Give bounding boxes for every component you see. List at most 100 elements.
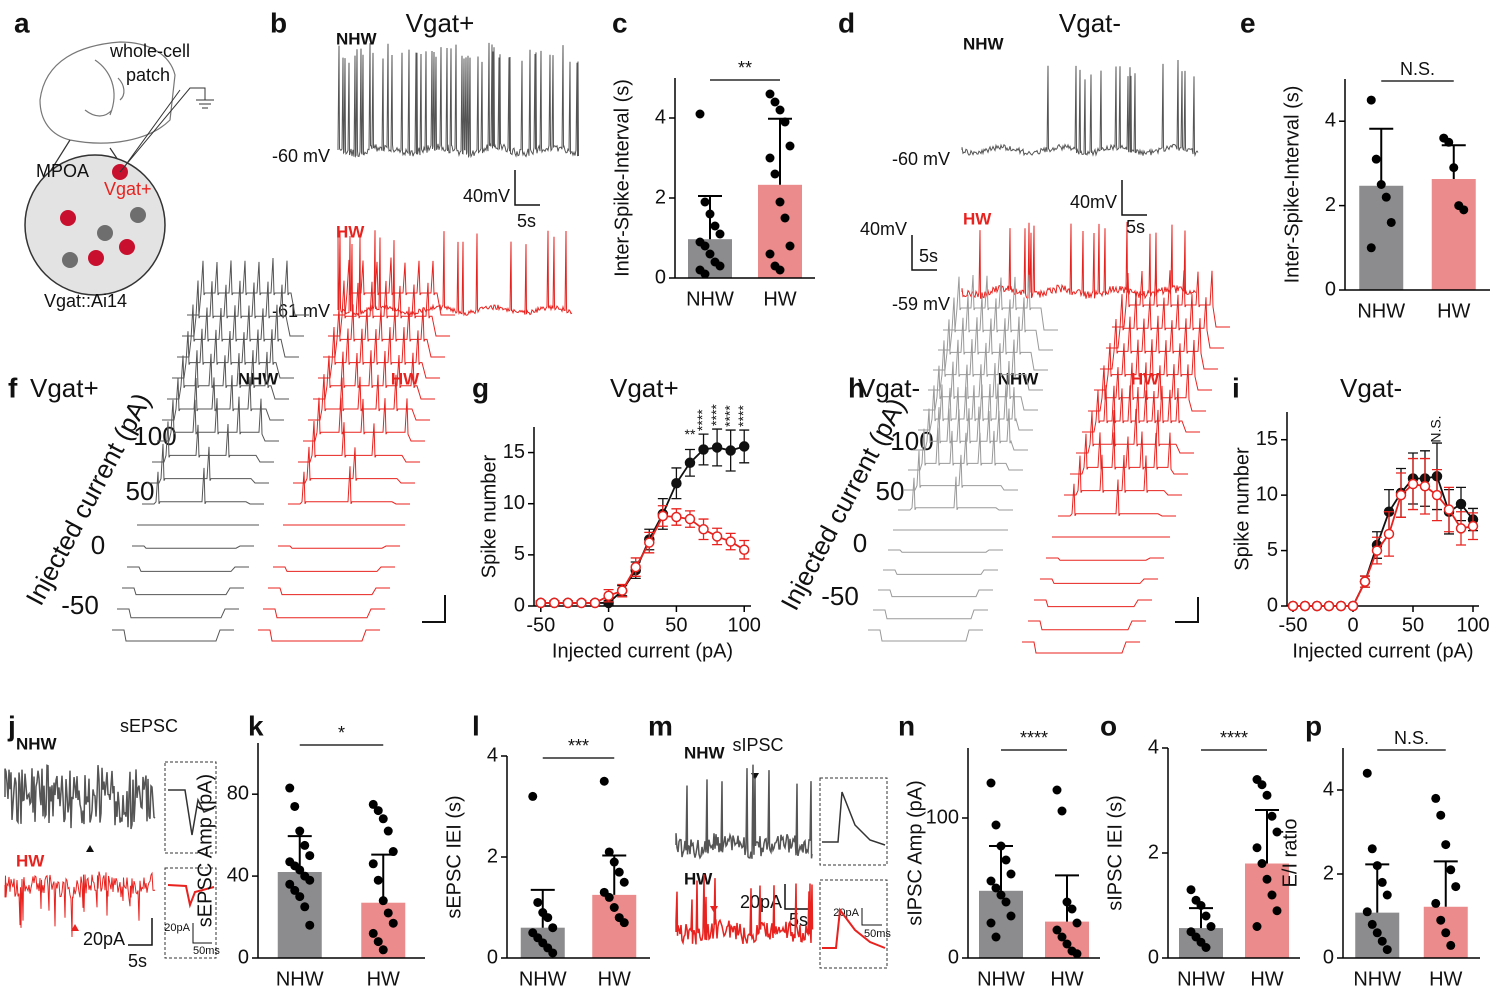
y-tick-label: 0 bbox=[487, 946, 498, 968]
data-point bbox=[1057, 806, 1067, 816]
inset-box bbox=[819, 777, 888, 866]
scale-bar bbox=[1121, 180, 1147, 216]
step-trace bbox=[142, 467, 264, 505]
y-tick-label: 5 bbox=[514, 543, 525, 565]
step-trace bbox=[933, 316, 1048, 371]
error-bar bbox=[602, 854, 627, 895]
step-trace bbox=[883, 569, 998, 575]
data-point bbox=[290, 885, 300, 895]
y-tick-label: 0 bbox=[1325, 278, 1336, 300]
trace-label: NHW bbox=[336, 29, 378, 48]
step-trace bbox=[132, 545, 254, 549]
significance-label: **** bbox=[1220, 728, 1248, 748]
data-point bbox=[305, 920, 315, 930]
step-trace bbox=[182, 280, 304, 337]
scale-bar bbox=[1175, 597, 1199, 623]
step-trace bbox=[1064, 454, 1182, 496]
data-point bbox=[1443, 504, 1455, 515]
data-point bbox=[1446, 865, 1456, 875]
data-point bbox=[1072, 918, 1082, 928]
step-trace bbox=[117, 608, 239, 619]
y-tick-label: 2 bbox=[1148, 841, 1159, 863]
data-point bbox=[785, 241, 795, 251]
data-point bbox=[1347, 600, 1359, 612]
step-trace bbox=[1022, 641, 1140, 654]
data-point bbox=[644, 537, 655, 548]
y-axis-label: sIPSC Amp (pA) bbox=[904, 780, 926, 926]
data-point bbox=[775, 197, 785, 207]
data-point bbox=[684, 513, 696, 525]
data-point bbox=[671, 478, 682, 489]
data-point bbox=[1267, 811, 1277, 821]
panel-letter: j bbox=[7, 710, 16, 741]
data-point bbox=[1201, 943, 1211, 952]
data-point bbox=[1252, 922, 1262, 931]
data-point bbox=[1262, 790, 1272, 800]
level-label: 0 bbox=[853, 528, 867, 558]
data-point bbox=[388, 918, 398, 928]
data-point bbox=[770, 97, 780, 107]
data-point bbox=[1436, 915, 1446, 925]
data-point bbox=[657, 510, 669, 522]
step-trace bbox=[177, 304, 299, 358]
scale-label: 40mV bbox=[860, 219, 907, 239]
panel-letter: h bbox=[848, 372, 865, 403]
data-point bbox=[305, 851, 315, 861]
x-tick-label: 50 bbox=[1402, 614, 1424, 636]
data-point bbox=[986, 778, 996, 788]
scale-bar bbox=[514, 170, 540, 206]
data-point bbox=[290, 801, 300, 811]
panel-title: Vgat+ bbox=[30, 373, 99, 403]
data-point bbox=[1262, 874, 1272, 884]
x-tick-label: NHW bbox=[276, 968, 324, 987]
label: patch bbox=[126, 65, 170, 85]
step-trace bbox=[1058, 479, 1176, 517]
data-point bbox=[698, 444, 709, 455]
data-point bbox=[1367, 919, 1377, 929]
y-tick-label: 15 bbox=[1256, 428, 1278, 450]
data-point bbox=[1006, 869, 1016, 879]
slice-circle bbox=[24, 154, 166, 296]
data-point bbox=[603, 590, 614, 602]
scale-bar bbox=[911, 235, 937, 271]
step-trace bbox=[1100, 315, 1218, 370]
step-trace bbox=[1112, 270, 1230, 328]
data-point bbox=[715, 229, 725, 239]
step-trace bbox=[152, 421, 274, 463]
data-point bbox=[775, 265, 785, 275]
step-trace bbox=[303, 397, 425, 442]
bar bbox=[688, 239, 732, 278]
data-point bbox=[378, 814, 388, 824]
x-tick-label: NHW bbox=[1357, 300, 1405, 322]
trace bbox=[337, 42, 579, 159]
data-point bbox=[765, 89, 775, 99]
scale-label: 40mV bbox=[463, 186, 510, 206]
trace-label: HW bbox=[16, 851, 45, 870]
data-point bbox=[1441, 928, 1451, 938]
data-point bbox=[738, 544, 750, 555]
trace-label: NHW bbox=[963, 34, 1005, 53]
step-trace bbox=[938, 294, 1053, 351]
x-tick-label: HW bbox=[1050, 968, 1083, 987]
panel-title: Vgat+ bbox=[406, 8, 475, 38]
step-trace bbox=[908, 427, 1023, 471]
data-point bbox=[528, 791, 538, 801]
error-bar bbox=[1255, 808, 1279, 864]
data-point bbox=[1459, 205, 1469, 215]
data-point bbox=[1455, 498, 1467, 510]
inset-box bbox=[164, 761, 217, 854]
step-trace bbox=[873, 609, 988, 620]
level-label: -50 bbox=[821, 581, 859, 611]
error-bar bbox=[989, 845, 1013, 891]
label: whole-cell bbox=[109, 41, 190, 61]
data-point bbox=[373, 806, 383, 816]
data-point bbox=[616, 585, 628, 596]
step-trace bbox=[903, 450, 1018, 491]
step-trace bbox=[278, 545, 400, 549]
panel-letter: g bbox=[472, 372, 489, 403]
x-tick-label: HW bbox=[1437, 300, 1470, 322]
data-point bbox=[548, 948, 558, 958]
step-trace bbox=[268, 587, 390, 596]
x-tick-label: 100 bbox=[728, 614, 761, 636]
y-tick-label: 2 bbox=[1325, 194, 1336, 216]
